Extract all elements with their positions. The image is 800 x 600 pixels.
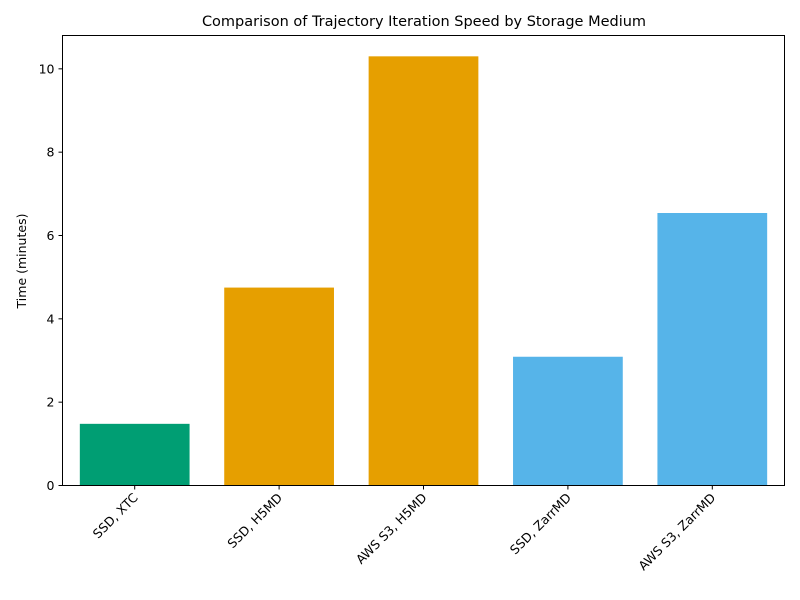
y-tick-label: 8 [47, 145, 55, 160]
bar [657, 213, 768, 486]
y-tick-label: 2 [47, 395, 55, 410]
plot-frame [62, 35, 785, 486]
x-tick-label: AWS S3, ZarrMD [635, 490, 718, 573]
y-axis-label: Time (minutes) [14, 214, 29, 310]
bar [224, 287, 334, 486]
x-tick-label: SSD, H5MD [224, 490, 285, 551]
x-axis-ticks: SSD, XTC SSD, H5MD AWS S3, H5MD SSD, ZarrMD… [90, 485, 718, 573]
y-axis-ticks: 0 2 4 6 8 10 [39, 61, 63, 493]
y-tick-label: 6 [47, 228, 55, 243]
x-tick-label: SSD, ZarrMD [507, 490, 574, 557]
x-tick-label: AWS S3, H5MD [353, 490, 430, 567]
bar [79, 423, 190, 486]
bar [368, 56, 479, 486]
chart-title: Comparison of Trajectory Iteration Speed… [202, 14, 646, 30]
bar [513, 356, 623, 486]
y-tick-label: 4 [47, 311, 55, 326]
bars [79, 56, 768, 486]
x-tick-label: SSD, XTC [90, 490, 141, 541]
y-tick-label: 0 [47, 478, 55, 493]
y-tick-label: 10 [39, 61, 55, 76]
